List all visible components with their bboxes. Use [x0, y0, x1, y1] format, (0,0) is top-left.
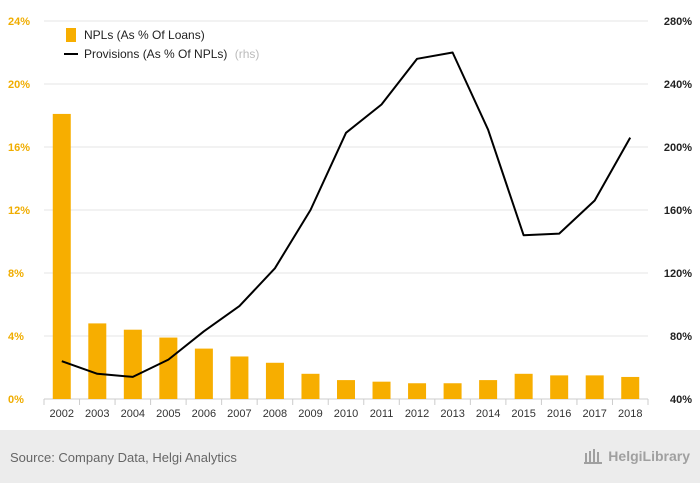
npl-bar — [88, 323, 107, 399]
npl-bar — [408, 383, 427, 399]
y-right-tick-label: 200% — [664, 142, 692, 154]
y-left-tick-label: 0% — [8, 394, 24, 406]
npl-bar — [337, 380, 355, 399]
npl-bar — [372, 381, 391, 399]
helgi-library-logo: HelgiLibrary — [583, 447, 690, 465]
npl-bar — [52, 113, 71, 400]
provisions-line-group — [61, 51, 632, 378]
npl-bar — [443, 383, 462, 399]
npl-bar — [123, 329, 142, 399]
x-axis: 2002 2003 2004 2005 2006 2007 2008 2009 2010 2011… — [43, 399, 649, 420]
npl-bar — [194, 348, 213, 399]
legend-swatch-npls — [66, 28, 76, 42]
y-right-tick-label: 80% — [670, 331, 692, 343]
x-tick-label: 2006 — [192, 408, 216, 420]
npl-bar — [550, 375, 569, 399]
npl-bar — [230, 356, 249, 399]
y-left-tick-label: 16% — [8, 142, 30, 154]
x-tick-label: 2011 — [370, 408, 394, 420]
y-right-tick-label: 40% — [670, 394, 692, 406]
y-left-tick-label: 20% — [8, 79, 30, 91]
x-tick-label: 2002 — [50, 408, 74, 420]
x-tick-label: 2007 — [227, 408, 251, 420]
x-tick-label: 2005 — [156, 408, 180, 420]
npl-bar — [301, 373, 320, 399]
npl-bar — [621, 376, 640, 399]
logo-text: HelgiLibrary — [608, 448, 690, 464]
x-tick-label: 2017 — [582, 408, 606, 420]
legend-label-npls: NPLs (As % Of Loans) — [84, 28, 205, 42]
npl-bar — [514, 373, 533, 399]
y-right-tick-label: 120% — [664, 268, 692, 280]
legend-label-provisions-suffix: (rhs) — [235, 47, 260, 61]
legend-label-provisions-main: Provisions (As % Of NPLs) — [84, 47, 227, 61]
y-left-tick-label: 24% — [8, 16, 30, 28]
gridlines — [44, 20, 648, 400]
x-tick-label: 2012 — [405, 408, 429, 420]
y-right-tick-label: 240% — [664, 79, 692, 91]
library-building-icon — [584, 449, 603, 464]
footer: Source: Company Data, Helgi Analytics He… — [0, 430, 700, 483]
npl-bar — [159, 337, 178, 399]
x-tick-label: 2018 — [618, 408, 642, 420]
npl-bars — [52, 113, 640, 400]
npl-bar — [585, 375, 604, 399]
x-tick-label: 2015 — [511, 408, 535, 420]
x-tick-label: 2010 — [334, 408, 358, 420]
source-note: Source: Company Data, Helgi Analytics — [10, 450, 237, 465]
x-tick-label: 2003 — [85, 408, 109, 420]
x-tick-label: 2013 — [440, 408, 464, 420]
y-right-tick-label: 280% — [664, 16, 692, 28]
y-left-tick-label: 12% — [8, 205, 30, 217]
combo-chart: 0% 4% 8% 12% 16% 20% 24% 40% 80% 120% 160% 200% 240… — [8, 16, 692, 420]
y-left-tick-label: 8% — [8, 268, 24, 280]
provisions-line — [61, 51, 632, 378]
npl-bar — [265, 362, 284, 399]
left-axis: 0% 4% 8% 12% 16% 20% 24% — [8, 16, 30, 406]
npl-bar — [479, 380, 498, 399]
x-tick-label: 2009 — [298, 408, 322, 420]
right-axis: 40% 80% 120% 160% 200% 240% 280% — [664, 16, 692, 406]
x-tick-label: 2004 — [121, 408, 145, 420]
legend: NPLs (As % Of Loans) Provisions (As % Of… — [64, 28, 259, 61]
y-right-tick-label: 160% — [664, 205, 692, 217]
y-left-tick-label: 4% — [8, 331, 24, 343]
x-tick-label: 2008 — [263, 408, 287, 420]
x-tick-label: 2016 — [547, 408, 571, 420]
x-tick-label: 2014 — [476, 408, 500, 420]
legend-label-provisions: Provisions (As % Of NPLs) (rhs) — [84, 47, 259, 61]
